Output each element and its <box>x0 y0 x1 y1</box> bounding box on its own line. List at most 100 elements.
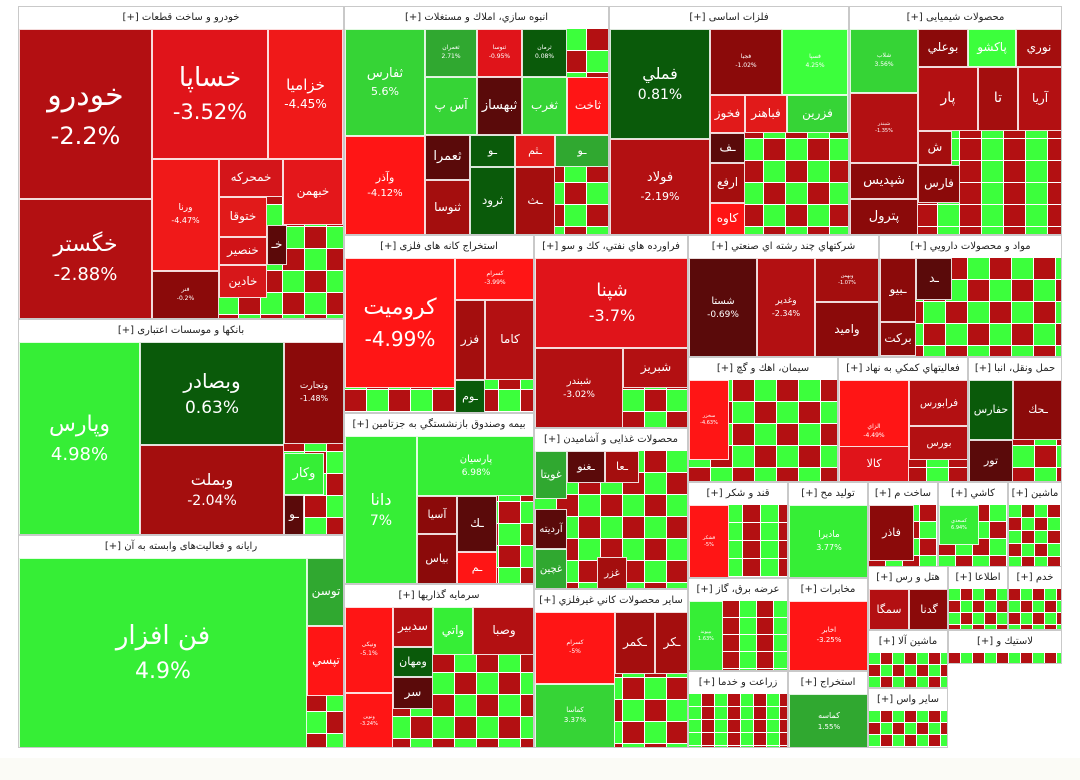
sector-title[interactable]: قند و شكر [+] <box>689 483 787 505</box>
stock-tile[interactable]: وكار <box>284 453 324 495</box>
sector-title[interactable]: ساخت م [+] <box>869 483 937 505</box>
stock-tile[interactable]: فن افزار 4.9% <box>19 558 307 747</box>
sector-title[interactable]: خودرو و ساخت قطعات [+] <box>19 7 343 29</box>
stock-tile[interactable]: کرومیت -4.99% <box>345 258 455 388</box>
stock-tile[interactable]: غويتا <box>535 451 567 499</box>
stock-tile[interactable]: پترول <box>850 199 918 234</box>
stock-tile[interactable]: ـث <box>515 167 555 234</box>
sector-title[interactable]: فراورده هاي نفتي، كك و سو [+] <box>535 236 687 258</box>
stock-tile[interactable]: فجبا -1.02% <box>710 29 782 95</box>
stock-tile[interactable]: تا <box>978 67 1018 131</box>
stock-tile[interactable]: ـك <box>457 496 497 552</box>
stock-tile[interactable]: کاما <box>485 300 533 380</box>
stock-tile[interactable]: خبهمن <box>283 159 343 225</box>
stock-tile[interactable]: فرابورس <box>909 380 967 426</box>
sector-mach[interactable]: ماشين [+] <box>1008 482 1062 578</box>
sector-title[interactable]: خدم [+] <box>1009 567 1061 589</box>
stock-tile[interactable]: فخوز <box>710 95 745 133</box>
stock-tile[interactable]: ختوقا <box>219 197 267 237</box>
stock-tile[interactable]: وپارس 4.98% <box>19 342 140 534</box>
stock-tile[interactable]: فاذر <box>869 505 914 561</box>
sector-medprod[interactable]: توليد مح [+] ماديرا 3.77% <box>788 482 868 578</box>
sector-plastic[interactable]: لاستيك و [+] <box>948 630 1062 664</box>
stock-tile[interactable]: پاكشو <box>968 29 1016 67</box>
sector-invest[interactable]: سرمايه گذاريها [+] وصبا ومهان واتي سدبير سر ون… <box>344 584 534 748</box>
stock-tile[interactable]: كماسه 1.55% <box>789 694 867 747</box>
stock-tile[interactable]: فولاد -2.19% <box>610 139 710 234</box>
stock-tile[interactable]: وبصادر 0.63% <box>140 342 284 445</box>
sector-title[interactable]: اطلاعا [+] <box>949 567 1007 589</box>
stock-tile[interactable]: بورس <box>909 426 967 460</box>
stock-tile[interactable]: حفارس <box>969 380 1013 440</box>
sector-multi[interactable]: شرکتهاي چند رشته اي صنعتي [+] شستا -0.69% و… <box>688 235 879 357</box>
stock-tile[interactable]: قشکر -5% <box>689 505 729 577</box>
stock-tile[interactable]: ـد <box>916 258 952 300</box>
stock-tile[interactable]: ـحك <box>1013 380 1061 440</box>
stock-tile[interactable]: ـف <box>710 133 745 163</box>
stock-tile[interactable]: وغدير -2.34% <box>757 258 815 356</box>
stock-tile[interactable]: غزر <box>597 557 627 588</box>
stock-tile[interactable]: وصبا <box>473 607 533 655</box>
stock-tile[interactable]: فسپا 4.25% <box>782 29 848 95</box>
stock-tile[interactable]: وتجارت -1.48% <box>284 342 343 444</box>
stock-tile[interactable]: ثغرب <box>522 77 567 135</box>
stock-tile[interactable]: بياس <box>417 534 457 583</box>
stock-tile[interactable]: نوري <box>1016 29 1061 67</box>
stock-tile[interactable]: ش <box>918 131 952 165</box>
sector-fund[interactable]: بيمه وصندوق بازنشستگي به جزتامين [+] دانا… <box>344 413 534 584</box>
stock-tile[interactable]: خساپا -3.52% <box>152 29 268 159</box>
stock-tile[interactable]: اخابر -3.25% <box>789 601 867 670</box>
stock-tile[interactable]: ثعمران 2.71% <box>425 29 477 77</box>
sector-auto[interactable]: خودرو و ساخت قطعات [+] خودرو -2.2% خگستر -2.… <box>18 6 344 319</box>
stock-tile[interactable]: آرديته <box>535 509 567 549</box>
sector-nonmet[interactable]: ساير محصولات كاني غيرفلزي [+] كسرام -5% كما… <box>534 589 688 748</box>
sector-title[interactable]: استخراج [+] <box>789 672 867 694</box>
stock-tile[interactable]: فنر -0.2% <box>152 271 219 318</box>
stock-tile[interactable]: وبهمن -1.07% <box>815 258 878 302</box>
stock-tile[interactable]: ـكر <box>655 612 687 674</box>
stock-tile[interactable]: فملي 0.81% <box>610 29 710 139</box>
sector-title[interactable]: زراعت و خدما [+] <box>689 672 787 694</box>
sector-pharma[interactable]: مواد و محصولات دارويي [+] ـبيو ـد بركت <box>879 235 1062 357</box>
sector-title[interactable]: حمل ونقل، انبا [+] <box>969 358 1061 380</box>
sector-title[interactable]: ماشين [+] <box>1009 483 1061 505</box>
sector-it[interactable]: رایانه و فعالیت‌های وابسته به آن [+] فن ا… <box>18 535 344 748</box>
sector-title[interactable]: ساير واس [+] <box>869 689 947 711</box>
sector-sugar[interactable]: قند و شكر [+] قشکر -5% <box>688 482 788 578</box>
stock-tile[interactable]: گدنا <box>909 589 947 629</box>
stock-tile[interactable]: خمحرکه <box>219 159 283 197</box>
stock-tile[interactable]: خودرو -2.2% <box>19 29 152 199</box>
stock-tile[interactable]: تپسي <box>307 626 343 696</box>
stock-tile[interactable]: فزر <box>455 300 485 380</box>
stock-tile[interactable]: ومهان <box>393 647 433 677</box>
stock-tile[interactable]: سر <box>393 677 433 709</box>
stock-tile[interactable]: وآذر -4.12% <box>345 136 425 234</box>
stock-tile[interactable]: شلاب 3.56% <box>850 29 918 93</box>
stock-tile[interactable]: ـو <box>555 135 608 167</box>
sector-constr[interactable]: ساخت م [+] فاذر <box>868 482 938 578</box>
sector-title[interactable]: توليد مح [+] <box>789 483 867 505</box>
stock-tile[interactable]: شپنا -3.7% <box>535 258 687 348</box>
stock-tile[interactable]: خادین <box>219 265 267 298</box>
sector-title[interactable]: مواد و محصولات دارويي [+] <box>880 236 1061 258</box>
sector-trans[interactable]: حمل ونقل، انبا [+] حفارس ـحك تور <box>968 357 1062 482</box>
sector-title[interactable]: فعاليتهاي كمكي به نهاد [+] <box>839 358 967 380</box>
sector-power[interactable]: عرضه برق، گاز [+] بپيوند 1.63% <box>688 578 788 671</box>
sector-title[interactable]: شرکتهاي چند رشته اي صنعتي [+] <box>689 236 878 258</box>
stock-tile[interactable]: ـعا <box>605 451 639 483</box>
stock-tile[interactable]: ونوین -3.24% <box>345 693 393 747</box>
stock-tile[interactable]: بپيوند 1.63% <box>689 601 723 670</box>
sector-title[interactable]: انبوه سازي، املاك و مستغلات [+] <box>345 7 608 29</box>
stock-tile[interactable]: ثفارس 5.6% <box>345 29 425 136</box>
stock-tile[interactable]: بوعلي <box>918 29 968 67</box>
sector-title[interactable]: لاستيك و [+] <box>949 631 1061 653</box>
stock-tile[interactable]: فارس <box>918 165 960 203</box>
sector-service[interactable]: خدم [+] <box>1008 566 1062 630</box>
stock-tile[interactable]: سمگا <box>869 589 909 629</box>
stock-tile[interactable]: بركت <box>880 322 916 356</box>
sector-other[interactable]: ساير واس [+] <box>868 688 948 748</box>
sector-title[interactable]: بانکها و موسسات اعتباری [+] <box>19 320 343 342</box>
stock-tile[interactable]: ـو <box>284 495 304 534</box>
sector-agri[interactable]: زراعت و خدما [+] <box>688 671 788 748</box>
stock-tile[interactable]: كماسا 3.37% <box>535 684 615 747</box>
